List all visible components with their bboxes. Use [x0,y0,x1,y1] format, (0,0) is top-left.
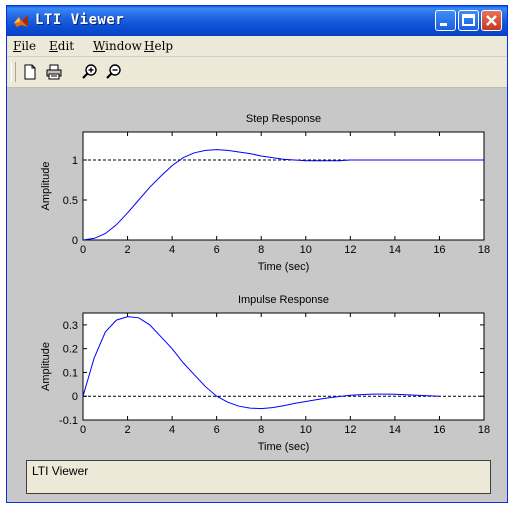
impulse-response-xtick-label: 14 [389,424,401,436]
impulse-response-xtick-label: 18 [478,424,490,436]
impulse-response-xtick-label: 0 [80,424,86,436]
maximize-button[interactable] [458,10,479,31]
impulse-response-ytick-label: 0 [72,391,78,403]
step-response-xtick-label: 10 [300,244,312,256]
step-response-xtick-label: 16 [433,244,445,256]
step-response-ytick-label: 0 [72,235,78,247]
impulse-response-series-line [82,316,440,410]
impulse-response-ytick-label: 0.1 [63,367,78,379]
step-response-series-line [82,149,484,241]
matlab-icon [14,15,28,27]
status-text: LTI Viewer [32,464,89,478]
step-response-xtick-label: 12 [344,244,356,256]
impulse-response-axes [82,312,485,421]
step-response-title: Step Response [246,113,321,125]
impulse-response-ylabel: Amplitude [40,342,52,391]
impulse-response-ytick-label: 0.2 [63,344,78,356]
impulse-response-xlabel: Time (sec) [258,441,310,453]
step-response-axes [82,131,485,241]
close-icon [486,15,497,26]
impulse-response-plot: Impulse Response Time (sec) Amplitude 0 2 4 6 8… [40,294,490,453]
step-response-xtick-label: 8 [258,244,264,256]
close-button[interactable] [481,10,502,31]
step-response-xtick-label: 18 [478,244,490,256]
title-bar[interactable]: LTI Viewer [7,6,507,36]
menu-edit[interactable]: Edit [49,39,75,53]
impulse-response-xtick-label: 4 [169,424,175,436]
zoom-out-icon[interactable] [105,63,123,81]
impulse-response-xtick-label: 2 [124,424,130,436]
impulse-response-xtick-label: 10 [300,424,312,436]
step-response-ytick-label: 0.5 [63,195,78,207]
zoom-in-icon[interactable] [81,63,99,81]
window-title: LTI Viewer [35,12,125,28]
impulse-response-ytick-label: -0.1 [59,415,78,427]
step-response-xtick-label: 6 [214,244,220,256]
toolbar [7,57,507,88]
figure-area: Step Response Time (sec) Amplitude 0 2 4 6 8 10 1… [7,88,507,502]
menu-file[interactable]: File [13,39,37,53]
step-response-ytick-label: 1 [72,155,78,167]
step-response-xtick-label: 4 [169,244,175,256]
menu-help[interactable]: Help [144,39,174,53]
menu-bar: File Edit Window Help [7,36,507,57]
toolbar-grip[interactable] [11,62,16,82]
lti-viewer-window: LTI Viewer File Edit Window Help [6,5,508,503]
minimize-button[interactable] [435,10,456,31]
step-response-xtick-label: 14 [389,244,401,256]
step-response-xtick-label: 2 [124,244,130,256]
impulse-response-xtick-label: 6 [214,424,220,436]
print-icon[interactable] [45,63,63,81]
new-document-icon[interactable] [21,63,39,81]
step-response-xlabel: Time (sec) [258,261,310,273]
impulse-response-ytick-label: 0.3 [63,320,78,332]
minimize-icon [440,23,447,26]
impulse-response-xtick-label: 16 [433,424,445,436]
status-box: LTI Viewer [26,460,491,494]
impulse-response-title: Impulse Response [238,294,329,306]
step-response-xtick-label: 0 [80,244,86,256]
menu-window[interactable]: Window [93,39,142,53]
impulse-response-xtick-label: 12 [344,424,356,436]
step-response-ylabel: Amplitude [40,162,52,211]
maximize-icon [462,14,475,26]
impulse-response-xtick-label: 8 [258,424,264,436]
